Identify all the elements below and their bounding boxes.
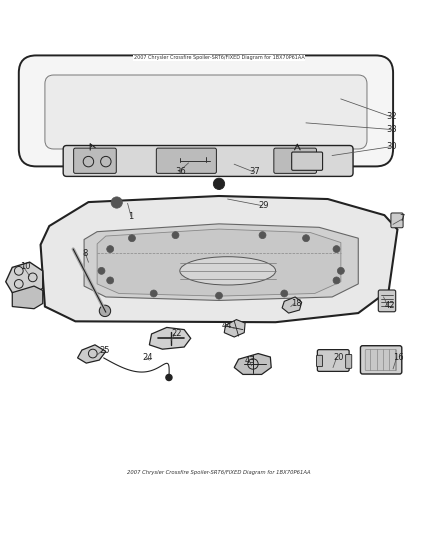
Text: 43: 43 xyxy=(245,356,256,365)
FancyBboxPatch shape xyxy=(378,290,396,312)
Circle shape xyxy=(98,268,105,274)
Polygon shape xyxy=(234,353,271,375)
FancyBboxPatch shape xyxy=(292,152,322,171)
Polygon shape xyxy=(84,224,358,301)
Circle shape xyxy=(259,232,266,239)
Text: 8: 8 xyxy=(82,249,87,258)
Circle shape xyxy=(107,277,114,284)
Polygon shape xyxy=(149,327,191,349)
Circle shape xyxy=(166,375,172,381)
Polygon shape xyxy=(97,229,341,296)
Circle shape xyxy=(111,197,122,208)
Text: 2007 Chrysler Crossfire Spoiler-SRT6/FIXED Diagram for 1BX70P61AA: 2007 Chrysler Crossfire Spoiler-SRT6/FIX… xyxy=(134,55,304,60)
Circle shape xyxy=(215,292,223,299)
Polygon shape xyxy=(78,345,106,363)
FancyBboxPatch shape xyxy=(19,55,393,166)
Ellipse shape xyxy=(180,257,276,285)
FancyBboxPatch shape xyxy=(74,148,116,173)
Polygon shape xyxy=(224,320,245,337)
Text: 22: 22 xyxy=(171,329,182,338)
Circle shape xyxy=(213,178,225,189)
Text: 16: 16 xyxy=(393,353,404,362)
Circle shape xyxy=(281,290,288,297)
Circle shape xyxy=(99,305,111,317)
FancyBboxPatch shape xyxy=(391,213,403,228)
Text: 30: 30 xyxy=(387,142,397,151)
Text: 10: 10 xyxy=(20,262,30,271)
Polygon shape xyxy=(282,297,302,313)
Text: 20: 20 xyxy=(333,353,343,362)
Circle shape xyxy=(107,246,114,253)
Text: 24: 24 xyxy=(143,353,153,362)
Circle shape xyxy=(303,235,310,241)
FancyBboxPatch shape xyxy=(317,356,322,367)
Text: 1: 1 xyxy=(127,212,133,221)
Circle shape xyxy=(128,235,135,241)
Text: 42: 42 xyxy=(385,301,395,310)
FancyBboxPatch shape xyxy=(156,148,216,173)
Polygon shape xyxy=(6,262,43,298)
FancyBboxPatch shape xyxy=(274,148,317,173)
FancyBboxPatch shape xyxy=(63,146,353,176)
Polygon shape xyxy=(12,286,43,309)
FancyBboxPatch shape xyxy=(45,75,367,149)
Text: 37: 37 xyxy=(250,167,260,176)
FancyBboxPatch shape xyxy=(318,350,349,372)
Text: 25: 25 xyxy=(99,345,110,354)
Text: 2007 Chrysler Crossfire Spoiler-SRT6/FIXED Diagram for 1BX70P61AA: 2007 Chrysler Crossfire Spoiler-SRT6/FIX… xyxy=(127,471,311,475)
Text: 32: 32 xyxy=(387,112,397,121)
Text: 33: 33 xyxy=(387,125,397,134)
Text: 18: 18 xyxy=(291,299,301,308)
Circle shape xyxy=(150,290,157,297)
Text: 36: 36 xyxy=(176,167,186,176)
FancyBboxPatch shape xyxy=(360,346,402,374)
Text: 44: 44 xyxy=(221,321,232,330)
FancyBboxPatch shape xyxy=(346,354,352,368)
FancyBboxPatch shape xyxy=(365,350,396,370)
Text: 7: 7 xyxy=(399,214,405,223)
Circle shape xyxy=(333,246,340,253)
Text: 29: 29 xyxy=(258,201,268,210)
Polygon shape xyxy=(41,196,397,322)
Circle shape xyxy=(337,268,344,274)
Circle shape xyxy=(333,277,340,284)
Circle shape xyxy=(172,232,179,239)
